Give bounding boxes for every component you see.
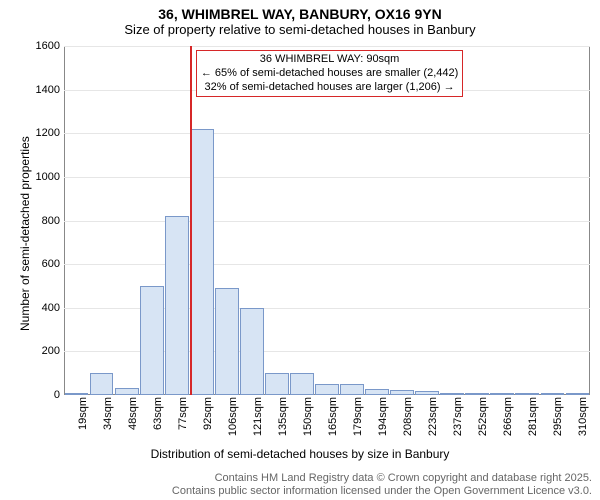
- x-tick-label: 77sqm: [177, 397, 189, 430]
- x-tick-label: 252sqm: [477, 397, 489, 436]
- histogram-bar: [566, 393, 590, 395]
- y-tick-label: 1200: [36, 127, 64, 139]
- histogram-bar: [190, 129, 214, 395]
- histogram-bar: [365, 389, 389, 395]
- histogram-bar: [240, 308, 264, 395]
- annotation-line1: 36 WHIMBREL WAY: 90sqm: [201, 53, 458, 67]
- histogram-bar: [115, 388, 139, 395]
- histogram-bar: [290, 373, 314, 395]
- x-tick-label: 237sqm: [452, 397, 464, 436]
- x-tick-label: 179sqm: [352, 397, 364, 436]
- histogram-bar: [340, 384, 364, 395]
- x-tick-label: 150sqm: [302, 397, 314, 436]
- x-tick-label: 34sqm: [102, 397, 114, 430]
- y-gridline: [64, 46, 590, 47]
- x-tick-label: 266sqm: [502, 397, 514, 436]
- x-tick-label: 223sqm: [427, 397, 439, 436]
- histogram-bar: [315, 384, 339, 395]
- annotation-line3: 32% of semi-detached houses are larger (…: [201, 81, 458, 95]
- plot-area: 0200400600800100012001400160019sqm34sqm4…: [64, 46, 590, 395]
- x-tick-label: 135sqm: [277, 397, 289, 436]
- chart-title: 36, WHIMBREL WAY, BANBURY, OX16 9YN: [0, 0, 600, 22]
- y-tick-label: 1600: [36, 40, 64, 52]
- histogram-bar: [140, 286, 164, 395]
- histogram-bar: [465, 393, 489, 395]
- credits: Contains HM Land Registry data © Crown c…: [172, 472, 592, 498]
- x-tick-label: 92sqm: [202, 397, 214, 430]
- histogram-bar: [515, 393, 539, 395]
- x-tick-label: 165sqm: [327, 397, 339, 436]
- y-tick-label: 1400: [36, 84, 64, 96]
- x-tick-label: 310sqm: [577, 397, 589, 436]
- credits-line1: Contains HM Land Registry data © Crown c…: [172, 472, 592, 485]
- y-axis-label: Number of semi-detached properties: [18, 136, 32, 331]
- histogram-bar: [390, 390, 414, 395]
- y-tick-label: 1000: [36, 171, 64, 183]
- histogram-bar: [490, 393, 514, 395]
- x-tick-label: 121sqm: [252, 397, 264, 436]
- y-tick-label: 800: [42, 215, 64, 227]
- x-tick-label: 208sqm: [402, 397, 414, 436]
- y-gridline: [64, 221, 590, 222]
- x-tick-label: 281sqm: [527, 397, 539, 436]
- x-tick-label: 106sqm: [227, 397, 239, 436]
- histogram-bar: [415, 391, 439, 395]
- histogram-bar: [65, 393, 89, 395]
- histogram-bar: [440, 393, 464, 395]
- histogram-bar: [265, 373, 289, 395]
- y-tick-label: 600: [42, 258, 64, 270]
- x-tick-label: 19sqm: [77, 397, 89, 430]
- y-tick-label: 0: [54, 389, 64, 401]
- x-axis-label: Distribution of semi-detached houses by …: [0, 447, 600, 461]
- y-tick-label: 400: [42, 302, 64, 314]
- x-tick-label: 48sqm: [127, 397, 139, 430]
- histogram-bar: [215, 288, 239, 395]
- credits-line2: Contains public sector information licen…: [172, 485, 592, 498]
- chart-subtitle: Size of property relative to semi-detach…: [0, 22, 600, 37]
- y-gridline: [64, 177, 590, 178]
- y-gridline: [64, 264, 590, 265]
- x-tick-label: 295sqm: [552, 397, 564, 436]
- histogram-bar: [165, 216, 189, 395]
- y-gridline: [64, 133, 590, 134]
- x-tick-label: 194sqm: [377, 397, 389, 436]
- histogram-bar: [541, 393, 565, 395]
- y-tick-label: 200: [42, 345, 64, 357]
- reference-line: [190, 46, 192, 395]
- histogram-bar: [90, 373, 114, 395]
- annotation-box: 36 WHIMBREL WAY: 90sqm← 65% of semi-deta…: [196, 50, 463, 97]
- x-tick-label: 63sqm: [152, 397, 164, 430]
- annotation-line2: ← 65% of semi-detached houses are smalle…: [201, 67, 458, 81]
